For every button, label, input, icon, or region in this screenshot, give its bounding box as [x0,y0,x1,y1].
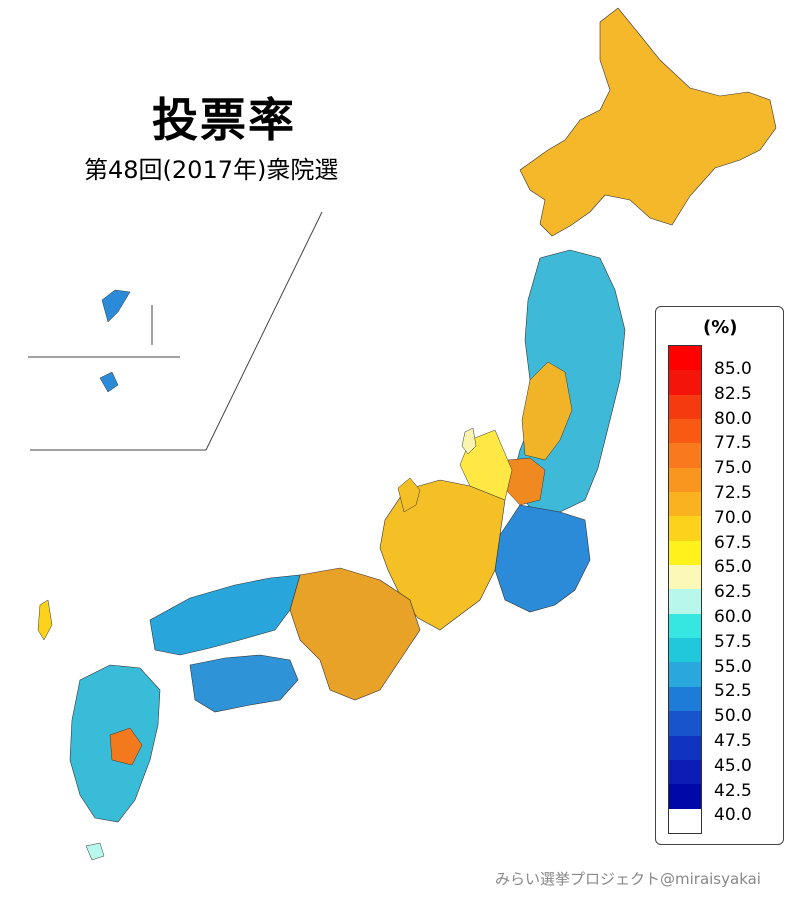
legend-swatch [669,516,701,541]
legend-unit: (%) [703,317,738,338]
region-shikoku [189,654,299,713]
legend-swatch [669,638,701,663]
region-sado [461,427,477,455]
map-title: 投票率 [152,93,296,147]
legend-swatch [669,784,701,809]
legend-label: 70.0 [714,507,752,528]
legend-swatch [669,589,701,614]
legend-label: 40.0 [714,805,752,826]
legend-label: 67.5 [714,532,752,553]
region-noto [397,477,421,513]
legend-label: 52.5 [714,681,752,702]
legend-swatch [669,346,701,371]
island-okinawa [101,289,131,323]
legend-swatch [669,662,701,687]
region-kinki [289,567,421,701]
region-chugoku [149,574,301,656]
region-kumamoto [109,727,143,766]
legend-label: 47.5 [714,731,752,751]
legend-label: 50.0 [714,706,752,727]
legend-swatch [669,711,701,736]
legend-swatch [669,613,701,639]
legend-label: 60.0 [714,607,752,627]
legend-swatch [669,540,701,566]
legend-swatch [669,686,701,712]
credit-text: みらい選挙プロジェクト@miraisyakai [495,870,761,888]
legend-label: 45.0 [714,755,752,776]
legend: (%) 85.0 82.5 80.0 77.5 75.0 72.5 70.0 67.5 65.0… [655,306,784,845]
legend-swatch [669,565,701,590]
legend-swatch [669,443,701,468]
legend-swatch [669,467,701,493]
region-hokkaido [519,7,777,237]
inset-border-diagonal [205,211,323,451]
legend-swatch [669,492,701,517]
island-amami [99,371,119,393]
legend-label: 42.5 [714,780,752,801]
legend-label: 65.0 [714,557,752,578]
legend-swatch [669,419,701,444]
legend-label: 85.0 [714,359,752,379]
legend-label: 57.5 [714,631,752,652]
island-tanegashima [85,842,105,861]
legend-label: 77.5 [714,433,752,454]
legend-label: 55.0 [714,656,752,677]
legend-label: 75.0 [714,458,752,479]
legend-swatch [669,735,701,760]
legend-label: 62.5 [714,582,752,603]
region-tohoku-interior [521,361,573,461]
legend-label: 72.5 [714,483,752,503]
legend-swatch [669,394,701,420]
region-kanto [494,504,591,613]
legend-swatch [669,759,701,785]
legend-color-bar [668,345,702,834]
island-tsushima [37,599,53,641]
legend-label: 80.0 [714,408,752,429]
map-subtitle: 第48回(2017年)衆院選 [84,156,339,184]
legend-swatch [669,370,701,395]
legend-label: 82.5 [714,383,752,404]
region-yamagata [505,457,546,506]
